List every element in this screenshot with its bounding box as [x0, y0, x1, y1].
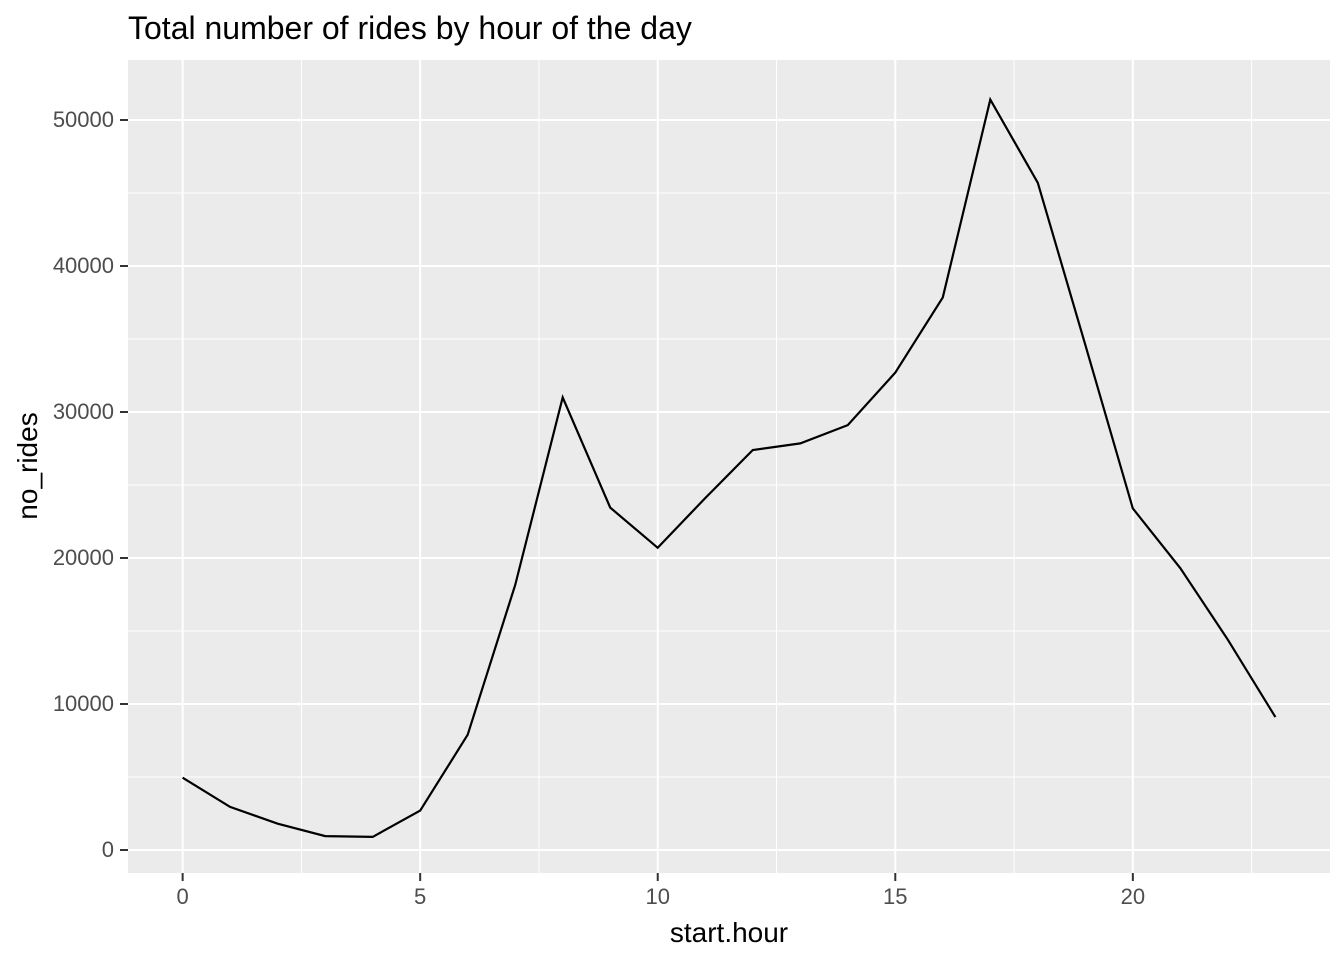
y-tick-label: 0: [101, 837, 114, 862]
x-tick-label: 10: [645, 884, 670, 909]
plot-panel: [128, 60, 1330, 873]
rides-line: [182, 96, 1277, 839]
x-tick-label: 15: [883, 884, 908, 909]
y-tick-label: 40000: [52, 253, 114, 278]
y-tick-label: 30000: [52, 399, 114, 424]
x-tick-label: 0: [176, 884, 189, 909]
x-axis-title: start.hour: [669, 917, 789, 948]
y-tick-label: 20000: [52, 545, 114, 570]
y-tick-label: 50000: [52, 107, 114, 132]
chart-title: Total number of rides by hour of the day: [128, 10, 692, 46]
x-tick-label: 20: [1120, 884, 1146, 909]
x-tick-label: 5: [414, 884, 427, 909]
y-axis-title: no_rides: [12, 412, 43, 520]
y-tick-label: 10000: [52, 691, 114, 716]
